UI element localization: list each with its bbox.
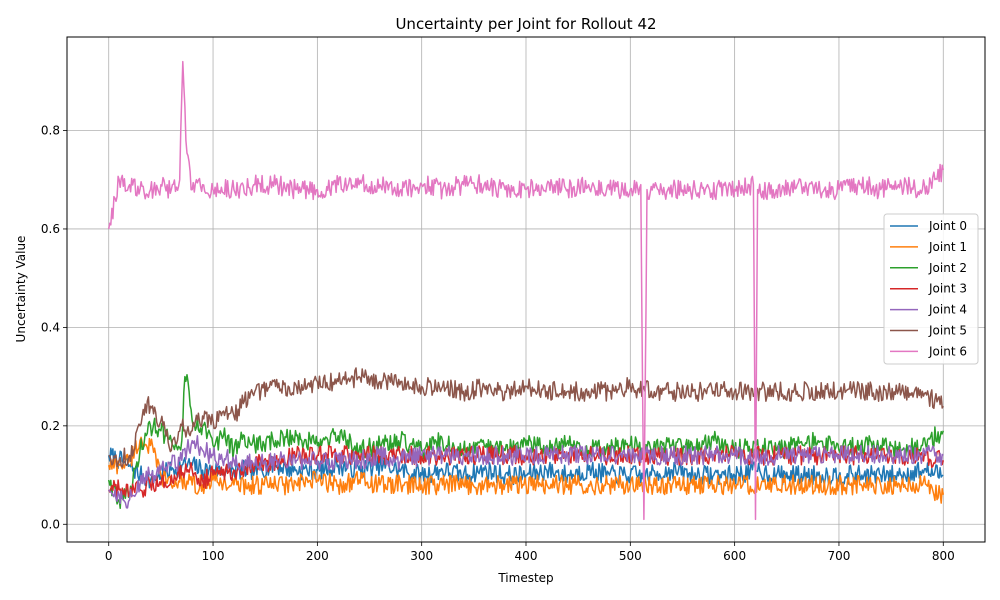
x-tick-label: 500 [619, 549, 642, 563]
x-axis-label: Timestep [497, 571, 553, 585]
x-tick-label: 300 [410, 549, 433, 563]
series-line-joint-1 [107, 436, 945, 504]
y-tick-label: 0.4 [41, 320, 60, 334]
y-axis-ticks: 0.0 0.2 0.4 0.6 0.8 [41, 124, 67, 531]
x-tick-label: 200 [306, 549, 329, 563]
legend-label: Joint 0 [928, 219, 967, 233]
y-axis-label: Uncertainty Value [14, 236, 28, 343]
legend: Joint 0 Joint 1 Joint 2 Joint 3 Joint 4 Joint… [883, 213, 979, 365]
series-line-joint-5 [108, 367, 944, 468]
legend-label: Joint 5 [928, 324, 967, 338]
x-tick-label: 0 [105, 549, 113, 563]
x-tick-label: 700 [828, 549, 851, 563]
series-line-joint-6 [107, 60, 945, 521]
series-line-joint-4 [108, 435, 944, 509]
legend-label: Joint 1 [928, 240, 967, 254]
x-tick-label: 100 [202, 549, 225, 563]
legend-label: Joint 4 [928, 303, 967, 317]
y-tick-label: 0.6 [41, 222, 60, 236]
series-line-joint-2 [107, 373, 945, 510]
y-tick-label: 0.8 [41, 124, 60, 138]
grid-lines [67, 37, 985, 542]
legend-box [883, 213, 979, 365]
series-lines [107, 60, 945, 521]
legend-label: Joint 2 [928, 261, 967, 275]
x-tick-label: 800 [932, 549, 955, 563]
x-axis-ticks: 0 100 200 300 400 500 600 700 800 [105, 542, 955, 563]
y-tick-label: 0.0 [41, 517, 60, 531]
y-tick-label: 0.2 [41, 419, 60, 433]
chart-title: Uncertainty per Joint for Rollout 42 [395, 15, 656, 33]
x-tick-label: 600 [723, 549, 746, 563]
legend-label: Joint 6 [928, 344, 967, 358]
x-tick-label: 400 [515, 549, 538, 563]
legend-label: Joint 3 [928, 282, 967, 296]
